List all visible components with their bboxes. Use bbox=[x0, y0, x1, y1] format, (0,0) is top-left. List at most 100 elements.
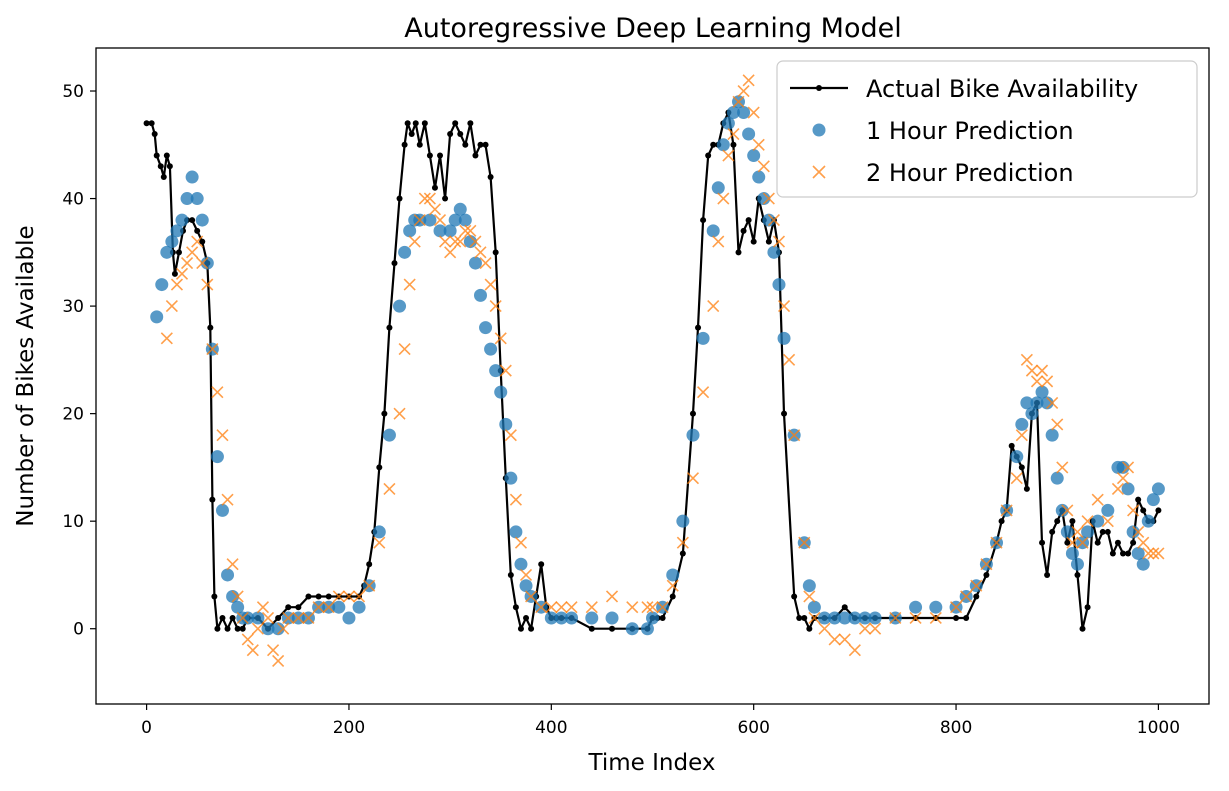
data-point-pred-1h bbox=[453, 202, 467, 216]
data-point-pred-1h bbox=[726, 106, 740, 120]
data-point-pred-2h bbox=[1152, 547, 1165, 560]
data-point-pred-1h bbox=[519, 579, 533, 593]
data-point-actual bbox=[209, 496, 216, 503]
data-point-actual bbox=[1135, 496, 1142, 503]
data-point-pred-2h bbox=[641, 601, 654, 614]
data-point-pred-2h bbox=[206, 343, 219, 356]
x-tick-label: 200 bbox=[333, 718, 365, 738]
data-point-pred-1h bbox=[767, 245, 781, 259]
data-point-pred-2h bbox=[666, 579, 679, 592]
data-point-pred-2h bbox=[605, 590, 619, 603]
data-point-pred-1h bbox=[509, 525, 523, 539]
data-point-actual bbox=[477, 141, 484, 148]
data-point-pred-2h bbox=[474, 246, 487, 259]
data-point-pred-1h bbox=[848, 611, 862, 625]
plot-frame bbox=[95, 47, 1210, 705]
data-point-pred-1h bbox=[403, 224, 417, 238]
data-point-pred-2h bbox=[236, 611, 249, 625]
data-point-pred-1h bbox=[686, 428, 700, 442]
data-point-pred-2h bbox=[403, 278, 416, 291]
data-point-actual bbox=[151, 131, 158, 138]
data-point-actual bbox=[447, 131, 454, 138]
y-tick-label: 10 bbox=[62, 512, 84, 532]
data-point-actual bbox=[538, 561, 545, 568]
data-point-actual bbox=[431, 184, 438, 191]
data-point-pred-2h bbox=[211, 386, 224, 399]
data-point-pred-1h bbox=[625, 622, 639, 636]
data-point-pred-2h bbox=[494, 332, 507, 345]
data-point-pred-2h bbox=[752, 138, 765, 151]
data-point-pred-2h bbox=[1015, 429, 1028, 442]
data-point-actual bbox=[1104, 528, 1111, 535]
data-point-pred-1h bbox=[828, 611, 842, 625]
data-point-pred-2h bbox=[1137, 536, 1150, 549]
data-point-pred-2h bbox=[246, 644, 259, 657]
data-point-actual bbox=[1039, 539, 1046, 546]
data-point-pred-1h bbox=[1065, 546, 1079, 560]
data-point-pred-1h bbox=[1151, 482, 1165, 496]
data-point-pred-1h bbox=[382, 428, 396, 442]
data-point-pred-2h bbox=[504, 429, 517, 442]
data-point-pred-1h bbox=[458, 213, 472, 227]
x-tick-label: 1000 bbox=[1137, 718, 1180, 738]
data-point-actual bbox=[492, 249, 499, 256]
data-point-pred-1h bbox=[711, 181, 725, 195]
legend-box bbox=[776, 60, 1198, 198]
data-point-pred-2h bbox=[727, 127, 740, 141]
data-point-actual bbox=[705, 152, 712, 159]
data-point-actual bbox=[229, 614, 236, 621]
data-point-pred-1h bbox=[565, 611, 579, 625]
data-point-pred-2h bbox=[160, 332, 173, 345]
data-point-actual bbox=[224, 625, 231, 632]
data-point-pred-1h bbox=[554, 611, 568, 625]
data-point-actual bbox=[376, 464, 383, 471]
data-point-pred-2h bbox=[960, 590, 973, 603]
data-point-actual bbox=[1064, 539, 1071, 546]
data-point-actual bbox=[983, 571, 990, 578]
data-point-pred-2h bbox=[1091, 493, 1104, 506]
x-axis-label: Time Index bbox=[588, 750, 716, 776]
data-point-actual bbox=[462, 141, 469, 148]
data-point-pred-2h bbox=[1041, 375, 1054, 388]
data-point-pred-2h bbox=[929, 611, 942, 625]
data-point-pred-1h bbox=[433, 224, 447, 238]
data-point-pred-2h bbox=[449, 235, 462, 248]
data-point-pred-1h bbox=[200, 256, 214, 270]
data-point-pred-2h bbox=[261, 611, 275, 625]
data-point-pred-1h bbox=[752, 170, 766, 184]
data-point-pred-1h bbox=[393, 299, 407, 313]
data-point-actual bbox=[1094, 539, 1101, 546]
data-point-actual bbox=[806, 625, 813, 632]
data-point-actual bbox=[740, 227, 747, 234]
data-point-actual bbox=[166, 163, 173, 170]
data-point-actual bbox=[1125, 550, 1132, 557]
legend-label-actual: Actual Bike Availability bbox=[866, 75, 1138, 103]
data-point-pred-2h bbox=[818, 622, 831, 635]
data-point-pred-1h bbox=[1010, 450, 1024, 464]
data-point-actual bbox=[412, 120, 419, 127]
data-point-pred-1h bbox=[802, 579, 816, 593]
data-point-pred-2h bbox=[545, 601, 558, 614]
data-point-pred-2h bbox=[383, 482, 396, 495]
data-point-pred-1h bbox=[448, 213, 462, 227]
data-point-actual bbox=[325, 593, 332, 600]
data-point-pred-2h bbox=[676, 536, 689, 549]
data-point-actual bbox=[199, 238, 206, 245]
data-point-pred-2h bbox=[1132, 525, 1145, 538]
data-point-pred-1h bbox=[398, 245, 412, 259]
data-point-pred-1h bbox=[175, 213, 189, 227]
data-point-actual bbox=[1023, 485, 1030, 492]
data-point-pred-2h bbox=[165, 300, 178, 313]
data-point-pred-1h bbox=[241, 611, 255, 625]
data-point-pred-1h bbox=[473, 288, 487, 302]
data-point-pred-1h bbox=[646, 611, 659, 625]
data-point-pred-1h bbox=[484, 342, 498, 356]
data-point-actual bbox=[452, 120, 459, 127]
data-point-actual bbox=[528, 625, 535, 632]
data-point-actual bbox=[1084, 604, 1091, 611]
data-point-actual bbox=[295, 604, 302, 611]
data-point-actual bbox=[679, 550, 686, 557]
data-point-pred-2h bbox=[1071, 525, 1084, 538]
data-point-pred-1h bbox=[271, 622, 285, 636]
